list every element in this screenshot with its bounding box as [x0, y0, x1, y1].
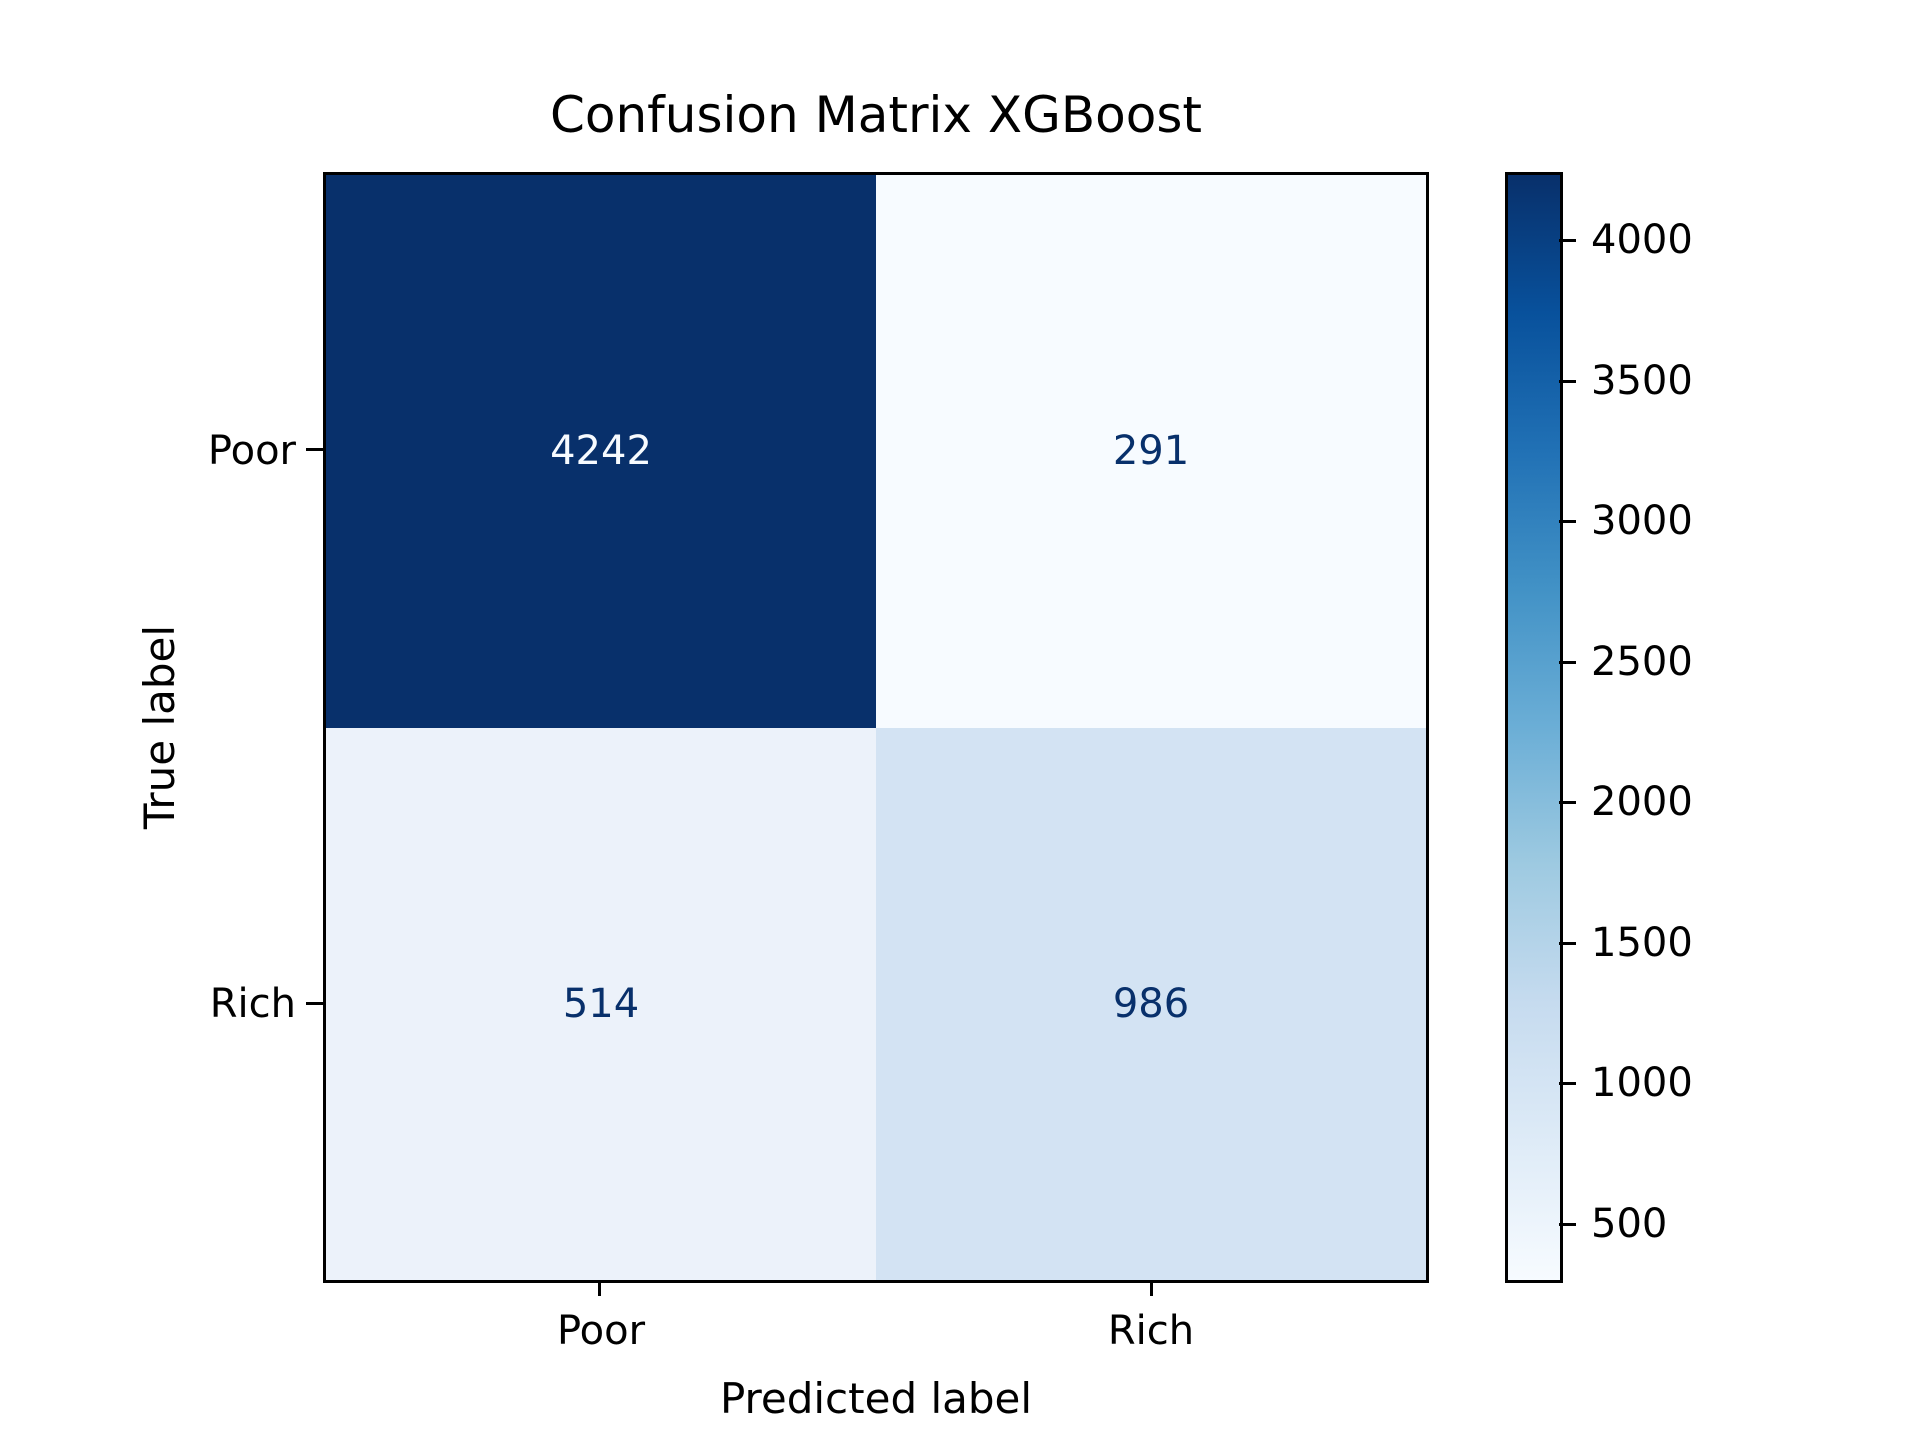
- colorbar-tick-mark-1500: [1559, 942, 1576, 945]
- colorbar-tick-mark-4000: [1559, 239, 1576, 242]
- x-tick-mark-rich: [1150, 1282, 1153, 1296]
- matrix-cell-true-rich-pred-poor: 514: [326, 727, 876, 1280]
- x-axis-label: Predicted label: [719, 1374, 1033, 1423]
- matrix-cell-true-poor-pred-rich: 291: [876, 175, 1426, 728]
- y-tick-label-poor: Poor: [207, 428, 296, 474]
- colorbar-tick-mark-500: [1559, 1223, 1576, 1226]
- colorbar-tick-mark-2000: [1559, 801, 1576, 804]
- cell-value: 986: [1112, 980, 1190, 1027]
- colorbar-tick-label-3500: 3500: [1591, 358, 1693, 404]
- colorbar-tick-label-3000: 3000: [1591, 498, 1693, 544]
- y-tick-mark-rich: [306, 1002, 323, 1005]
- colorbar-tick-label-500: 500: [1591, 1201, 1668, 1247]
- colorbar-tick-mark-3500: [1559, 380, 1576, 383]
- matrix-cell-true-rich-pred-rich: 986: [876, 727, 1426, 1280]
- colorbar-tick-label-1500: 1500: [1591, 920, 1693, 966]
- colorbar-tick-mark-1000: [1559, 1082, 1576, 1085]
- colorbar-tick-label-2500: 2500: [1591, 639, 1693, 685]
- y-axis-label: True label: [135, 624, 184, 830]
- colorbar-tick-label-2000: 2000: [1591, 779, 1693, 825]
- cell-value: 291: [1112, 428, 1190, 475]
- matrix-cell-true-poor-pred-poor: 4242: [326, 175, 876, 728]
- y-tick-label-rich: Rich: [209, 981, 296, 1027]
- chart-title: Confusion Matrix XGBoost: [549, 86, 1203, 144]
- colorbar-gradient: [1505, 172, 1563, 1283]
- x-tick-mark-poor: [598, 1282, 601, 1296]
- cell-value: 4242: [550, 428, 652, 475]
- colorbar-tick-label-1000: 1000: [1591, 1060, 1693, 1106]
- colorbar-tick-label-4000: 4000: [1591, 217, 1693, 263]
- x-tick-label-poor: Poor: [556, 1308, 646, 1354]
- y-tick-mark-poor: [306, 448, 323, 451]
- cell-value: 514: [562, 980, 640, 1027]
- x-tick-label-rich: Rich: [1107, 1308, 1195, 1354]
- heatmap-plot: 4242 291 514 986: [323, 172, 1429, 1283]
- colorbar-tick-mark-2500: [1559, 661, 1576, 664]
- colorbar-tick-mark-3000: [1559, 520, 1576, 523]
